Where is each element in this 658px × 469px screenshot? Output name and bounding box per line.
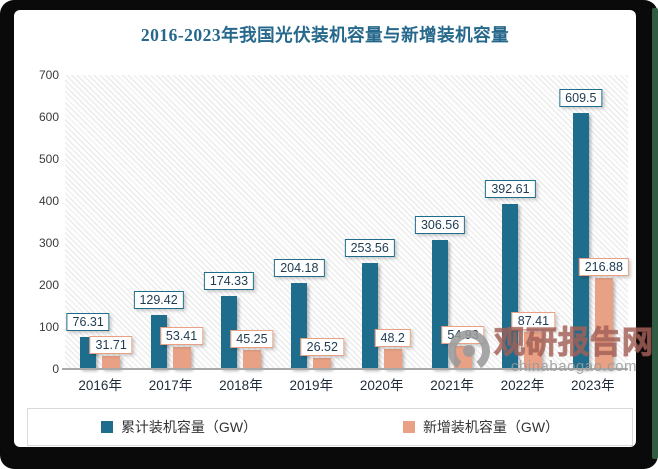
bar-group-2020年: 253.56 48.2 xyxy=(344,75,417,369)
x-label-2022年: 2022年 xyxy=(500,378,545,393)
new-value-2022年: 87.41 xyxy=(511,312,556,331)
x-label-2020年: 2020年 xyxy=(359,378,404,393)
legend-label-new: 新增装机容量（GW） xyxy=(422,419,560,435)
cumulative-bar-2021年: 306.56 xyxy=(414,216,466,369)
chart-card: 2016-2023年我国光伏装机容量与新增装机容量 0 100 200 300 400 5… xyxy=(14,10,654,447)
bar-group-2016年: 76.31 31.71 xyxy=(65,75,135,369)
y-axis-ticks: 0 100 200 300 400 500 600 700 xyxy=(14,68,59,376)
x-label-2018年: 2018年 xyxy=(219,378,263,393)
new-bar-2017年: 53.41 xyxy=(159,326,204,369)
new-value-2017年: 53.41 xyxy=(159,326,204,345)
y-tick-100: 100 xyxy=(38,320,59,334)
legend-swatch-cumulative xyxy=(100,421,113,433)
cumulative-value-2019年: 204.18 xyxy=(274,259,325,278)
new-bar-2018年: 45.25 xyxy=(230,330,274,369)
x-label-2019年: 2019年 xyxy=(289,378,334,393)
bar-group-2022年: 392.61 87.41 xyxy=(485,75,557,369)
plot-area: 76.31 31.71 129.42 53.41 174.33 45.25 204.18 26… xyxy=(65,75,629,369)
cumulative-value-2018年: 174.33 xyxy=(203,271,255,290)
cumulative-bar-2023年: 609.5 xyxy=(559,89,603,369)
new-value-2021年: 54.93 xyxy=(441,325,485,344)
legend: 累计装机容量（GW） 新增装机容量（GW） xyxy=(27,408,633,446)
cumulative-value-2020年: 253.56 xyxy=(344,238,395,257)
new-value-2020年: 48.2 xyxy=(374,328,411,347)
new-bar-2022年: 87.41 xyxy=(511,312,556,369)
new-bar-2016年: 31.71 xyxy=(89,335,133,369)
x-label-2016年: 2016年 xyxy=(78,378,122,393)
legend-label-cumulative: 累计装机容量（GW） xyxy=(120,419,258,435)
legend-item-new: 新增装机容量（GW） xyxy=(330,417,632,437)
y-tick-300: 300 xyxy=(38,236,59,250)
cumulative-bar-2019年: 204.18 xyxy=(274,259,325,369)
bar-group-2019年: 204.18 26.52 xyxy=(274,75,346,369)
new-value-2023年: 216.88 xyxy=(578,257,629,276)
chart-title: 2016-2023年我国光伏装机容量与新增装机容量 xyxy=(140,25,510,45)
cumulative-bar-2022年: 392.61 xyxy=(485,180,536,369)
x-axis-line xyxy=(62,368,628,370)
new-bar-2020年: 48.2 xyxy=(374,328,411,369)
x-label-2021年: 2021年 xyxy=(430,378,474,393)
cumulative-bar-2017年: 129.42 xyxy=(133,290,184,369)
x-label-2023年: 2023年 xyxy=(571,378,615,393)
cumulative-bar-2018年: 174.33 xyxy=(203,271,255,369)
y-tick-200: 200 xyxy=(38,278,59,292)
bar-group-2018年: 174.33 45.25 xyxy=(203,75,276,369)
new-bar-2023年: 216.88 xyxy=(578,257,629,369)
cumulative-value-2023年: 609.5 xyxy=(559,89,603,107)
bar-group-2017年: 129.42 53.41 xyxy=(133,75,205,369)
cumulative-value-2016年: 76.31 xyxy=(66,312,110,331)
legend-swatch-new xyxy=(402,421,415,433)
y-tick-500: 500 xyxy=(38,152,59,166)
bar-group-2023年: 609.5 216.88 xyxy=(558,75,629,369)
cumulative-value-2021年: 306.56 xyxy=(414,216,466,235)
y-tick-600: 600 xyxy=(38,110,59,124)
cumulative-value-2022年: 392.61 xyxy=(485,180,536,199)
x-axis-labels: 2016年 2017年 2018年 2019年 2020年 2021年 2022年 2023年 xyxy=(65,374,628,394)
new-value-2019年: 26.52 xyxy=(300,337,344,356)
legend-item-cumulative: 累计装机容量（GW） xyxy=(28,417,330,437)
new-value-2018年: 45.25 xyxy=(230,330,274,348)
right-edge-accent xyxy=(652,8,658,459)
y-tick-400: 400 xyxy=(38,194,59,208)
new-value-2016年: 31.71 xyxy=(89,335,133,354)
bar-group-2021年: 306.56 54.93 xyxy=(414,75,487,369)
x-label-2017年: 2017年 xyxy=(148,378,193,393)
new-bar-2021年: 54.93 xyxy=(441,325,485,369)
new-bar-2019年: 26.52 xyxy=(300,337,344,369)
y-tick-0: 0 xyxy=(52,362,59,376)
y-tick-700: 700 xyxy=(38,68,59,82)
cumulative-value-2017年: 129.42 xyxy=(133,290,184,309)
cumulative-bar-2020年: 253.56 xyxy=(344,238,395,369)
